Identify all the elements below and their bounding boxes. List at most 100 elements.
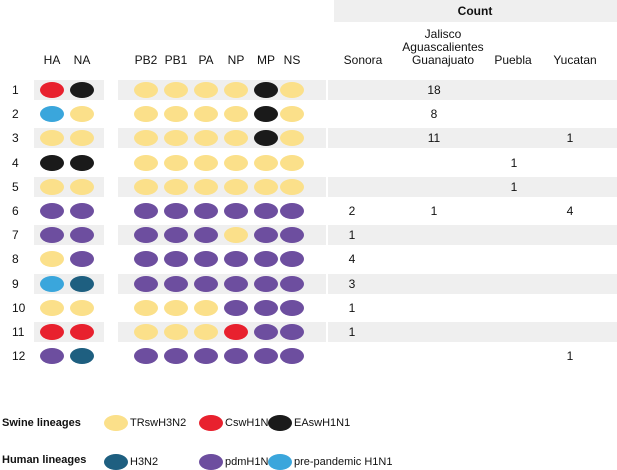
segment-oval-np: [224, 324, 248, 340]
segment-oval-pb2: [134, 275, 158, 292]
count-value: 11: [427, 131, 441, 146]
legend-label-cswh1n1: CswH1N1: [225, 417, 275, 429]
count-value: 1: [348, 325, 356, 339]
segment-oval-pb2: [134, 178, 158, 195]
segment-oval-mp: [254, 203, 278, 219]
count-value: 4: [348, 252, 356, 267]
segment-oval-pb2: [134, 299, 158, 316]
row-band: [328, 128, 617, 149]
row-band: [328, 322, 617, 342]
segment-oval-ha: [40, 82, 64, 98]
legend-swatch-pdmh1n1: [199, 454, 223, 470]
segment-oval-pa: [194, 348, 218, 365]
segment-oval-ha: [40, 275, 64, 292]
count-title: Count: [457, 4, 493, 18]
segment-oval-mp: [254, 275, 278, 292]
legend-swatch-trswh3n2: [104, 415, 128, 431]
segment-oval-np: [224, 299, 248, 316]
header-jalisco-line3: Guanajuato: [411, 53, 475, 67]
legend-swatch-easwh1n1: [268, 415, 292, 431]
row-number: 10: [12, 300, 26, 315]
row-band: [328, 273, 617, 294]
row-number: 11: [12, 325, 25, 339]
segment-oval-np: [224, 203, 248, 219]
segment-oval-ha: [40, 178, 64, 195]
segment-oval-pb1: [164, 154, 188, 171]
segment-oval-np: [224, 82, 248, 98]
segment-oval-na: [70, 275, 94, 292]
header-jalisco-line2: Aguascalientes: [402, 40, 484, 54]
segment-oval-ns: [280, 299, 304, 316]
legend-label-easwh1n1: EAswH1N1: [294, 417, 351, 429]
segment-oval-pb2: [134, 251, 158, 268]
segment-oval-np: [224, 130, 248, 147]
segment-oval-ns: [280, 154, 304, 171]
count-value: 18: [427, 83, 441, 97]
segment-oval-ns: [280, 324, 304, 340]
segment-oval-pa: [194, 203, 218, 219]
segment-oval-pb1: [164, 106, 188, 123]
segment-header-pb1: PB1: [164, 53, 188, 67]
segment-oval-pb2: [134, 130, 158, 147]
segment-header-pa: PA: [198, 53, 214, 67]
segment-header-pb2: PB2: [134, 53, 158, 67]
segment-oval-pb2: [134, 203, 158, 219]
segment-header-mp: MP: [257, 53, 275, 67]
legend-swatch-prepandemic: [268, 454, 292, 470]
segment-oval-na: [70, 299, 94, 316]
segment-oval-mp: [254, 299, 278, 316]
count-value: 8: [430, 107, 438, 122]
segment-oval-ns: [280, 251, 304, 268]
segment-oval-pb1: [164, 299, 188, 316]
count-value: 3: [348, 276, 356, 291]
segment-oval-na: [70, 106, 94, 123]
segment-oval-pa: [194, 130, 218, 147]
segment-oval-na: [70, 251, 94, 268]
count-header-band: [334, 0, 617, 22]
segment-oval-ha: [40, 227, 64, 244]
segment-oval-np: [224, 275, 248, 292]
header-sonora: Sonora: [343, 53, 383, 67]
legend-swatch-h3n2: [104, 454, 128, 470]
segment-oval-pb2: [134, 154, 158, 171]
segment-oval-np: [224, 178, 248, 195]
segment-header-ns: NS: [283, 53, 301, 67]
segment-oval-pb1: [164, 203, 188, 219]
segment-oval-pb1: [164, 324, 188, 340]
header-yucatan: Yucatan: [553, 53, 597, 67]
segment-oval-ns: [280, 348, 304, 365]
segment-oval-pb1: [164, 348, 188, 365]
segment-oval-pa: [194, 106, 218, 123]
legend-swatch-cswh1n1: [199, 415, 223, 431]
segment-oval-ns: [280, 82, 304, 98]
segment-oval-pb2: [134, 82, 158, 98]
row-number: 8: [12, 252, 19, 267]
segment-oval-na: [70, 154, 94, 171]
segment-oval-mp: [254, 130, 278, 147]
segment-oval-mp: [254, 324, 278, 340]
header-puebla: Puebla: [494, 53, 532, 67]
segment-oval-ha: [40, 348, 64, 365]
segment-oval-pb1: [164, 275, 188, 292]
segment-oval-np: [224, 227, 248, 244]
segment-oval-mp: [254, 106, 278, 123]
segment-oval-mp: [254, 251, 278, 268]
segment-oval-ns: [280, 106, 304, 123]
legend-label-pdmh1n1: pdmH1N1: [225, 456, 275, 468]
segment-oval-ha: [40, 203, 64, 219]
segment-oval-pa: [194, 275, 218, 292]
segment-oval-pa: [194, 227, 218, 244]
segment-oval-ha: [40, 130, 64, 147]
count-value: 2: [348, 204, 356, 218]
segment-oval-mp: [254, 227, 278, 244]
segment-oval-ns: [280, 227, 304, 244]
segment-oval-pa: [194, 299, 218, 316]
count-value: 1: [510, 155, 518, 170]
row-number: 3: [12, 131, 19, 146]
row-number: 1: [12, 83, 19, 97]
row-number: 12: [12, 349, 26, 364]
segment-oval-pb1: [164, 227, 188, 244]
segment-oval-np: [224, 154, 248, 171]
count-value: 4: [566, 204, 574, 218]
segment-oval-pa: [194, 178, 218, 195]
